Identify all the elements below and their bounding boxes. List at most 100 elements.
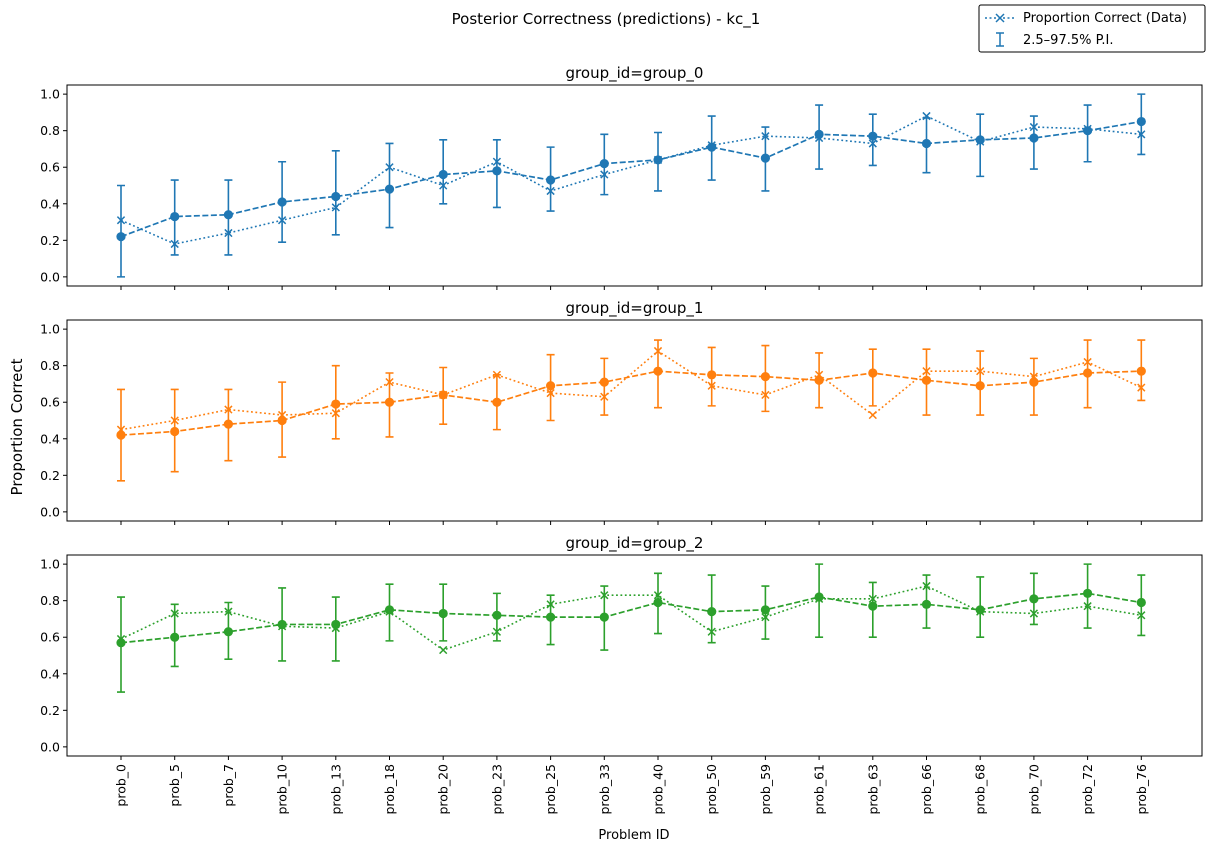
legend-pi-marker: [996, 32, 1004, 47]
y-tick-label: 0.8: [40, 593, 60, 608]
observed-point: [277, 410, 287, 420]
observed-point: [439, 181, 448, 190]
predicted-point: [975, 135, 985, 145]
observed-line: [120, 350, 1142, 431]
predicted-point: [546, 175, 556, 185]
x-tick-label: prob_61: [812, 764, 827, 815]
observed-point: [653, 346, 663, 356]
y-tick-label: 0.0: [40, 269, 60, 284]
observed-point: [761, 390, 770, 400]
x-tick-label: prob_72: [1080, 764, 1095, 815]
predicted-point: [1136, 597, 1146, 608]
observed-point: [1083, 602, 1092, 611]
observed-point: [868, 139, 877, 148]
predicted-point: [653, 366, 663, 376]
observed-point: [170, 239, 179, 249]
y-tick-label: 0.4: [40, 666, 60, 681]
observed-point: [546, 600, 555, 609]
predicted-point: [653, 597, 663, 608]
y-tick-label: 0.4: [40, 431, 60, 446]
observed-point: [1083, 124, 1092, 133]
observed-point: [600, 392, 609, 401]
x-tick-label: prob_63: [865, 764, 880, 815]
predicted-point: [760, 605, 771, 615]
legend-pi-label: 2.5–97.5% P.I.: [1023, 33, 1114, 48]
predicted-point: [868, 368, 878, 378]
observed-point: [868, 410, 877, 420]
panel-title: group_id=group_0: [566, 64, 704, 83]
panel-2: group_id=group_2 0.0 0.2 0.4 0.6 0.8 1.0: [40, 534, 1203, 760]
observed-point: [761, 132, 770, 141]
y-tick-label: 0.2: [40, 468, 60, 483]
x-axis-label: Problem ID: [598, 828, 669, 843]
observed-point: [546, 388, 555, 398]
predicted-point: [868, 131, 878, 141]
x-tick-label: prob_23: [489, 764, 504, 815]
legend-data-marker: [995, 13, 1005, 23]
panel-frame: [66, 554, 1203, 757]
observed-point: [1137, 130, 1146, 139]
observed-point: [922, 111, 931, 121]
error-bar: [117, 184, 125, 278]
y-tick-label: 0.2: [40, 703, 60, 718]
panel-title: group_id=group_1: [566, 299, 704, 318]
panel-frame: [66, 319, 1203, 522]
x-tick-label: prob_66: [919, 764, 934, 815]
panel-0: group_id=group_0 0.0 0.2 0.4 0.6 0.8 1.0: [40, 64, 1203, 290]
observed-point: [707, 141, 716, 150]
x-tick-label: prob_20: [436, 764, 451, 815]
predicted-point: [546, 612, 556, 622]
observed-point: [492, 627, 502, 636]
observed-point: [224, 228, 233, 238]
predicted-point: [1136, 116, 1146, 127]
observed-point: [116, 634, 126, 644]
observed-point: [976, 137, 985, 146]
predicted-point: [599, 377, 609, 387]
panel-frame: [66, 84, 1203, 287]
observed-point: [814, 594, 824, 603]
y-tick-label: 0.4: [40, 196, 60, 211]
x-tick-label: prob_5: [167, 764, 182, 807]
observed-point: [277, 216, 287, 225]
predicted-point: [170, 211, 180, 222]
predicted-point: [599, 158, 609, 169]
observed-point: [546, 186, 555, 196]
observed-point: [761, 612, 770, 622]
predicted-point: [170, 426, 180, 437]
predicted-line: [120, 370, 1142, 436]
predicted-point: [438, 608, 448, 619]
y-tick-label: 0.6: [40, 630, 60, 645]
x-tick-label: prob_59: [758, 764, 773, 815]
predicted-point: [170, 632, 180, 642]
observed-point: [1083, 357, 1092, 367]
predicted-point: [921, 138, 932, 149]
observed-point: [922, 581, 931, 591]
predicted-point: [492, 397, 502, 407]
observed-point: [922, 367, 931, 376]
predicted-point: [223, 627, 233, 637]
predicted-point: [1136, 366, 1146, 376]
predicted-point: [492, 166, 502, 176]
x-tick-label: prob_18: [382, 764, 397, 815]
y-tick-label: 0.0: [40, 504, 60, 519]
x-tick-label: prob_0: [114, 764, 129, 807]
predicted-point: [921, 599, 932, 609]
predicted-point: [760, 372, 771, 382]
predicted-point: [760, 153, 771, 163]
x-tick-label: prob_50: [704, 764, 719, 815]
observed-point: [868, 594, 877, 603]
predicted-point: [707, 142, 717, 152]
predicted-line: [120, 120, 1142, 238]
y-tick-label: 0.8: [40, 123, 60, 138]
observed-point: [1029, 609, 1039, 618]
x-tick-label: prob_40: [651, 764, 666, 815]
predicted-point: [492, 610, 502, 620]
observed-point: [385, 607, 394, 616]
predicted-point: [1083, 368, 1093, 378]
legend-box: [978, 4, 1206, 53]
predicted-point: [975, 605, 985, 615]
predicted-point: [331, 191, 341, 202]
observed-point: [1137, 611, 1146, 620]
predicted-point: [384, 184, 395, 194]
